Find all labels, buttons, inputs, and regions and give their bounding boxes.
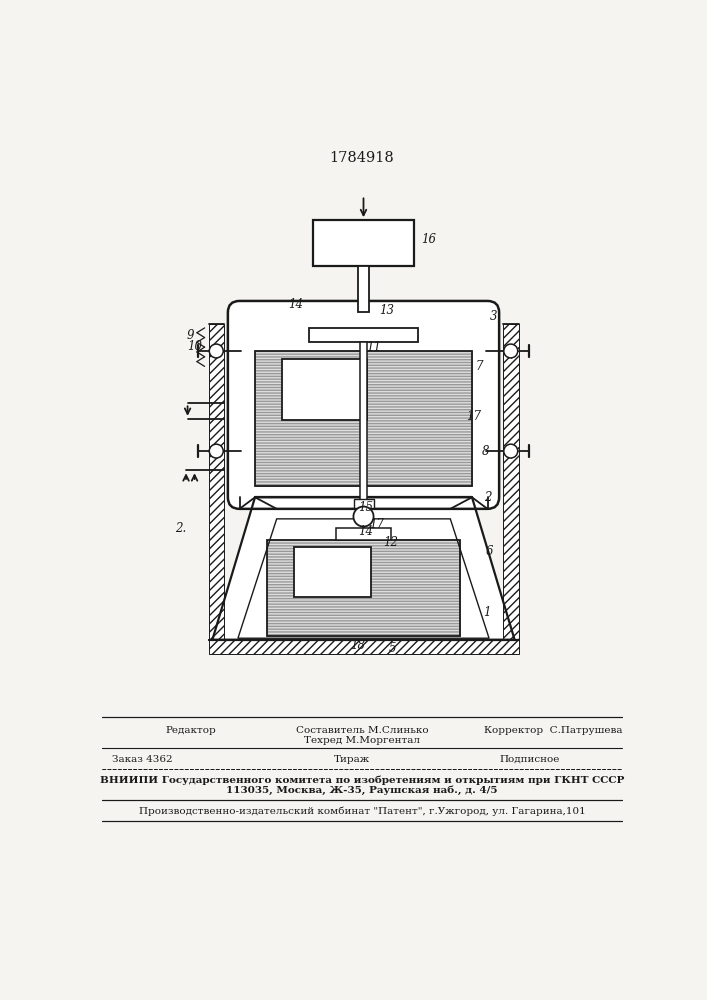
Text: 14: 14: [358, 525, 373, 538]
Text: 113035, Москва, Ж-35, Раушская наб., д. 4/5: 113035, Москва, Ж-35, Раушская наб., д. …: [226, 786, 498, 795]
Polygon shape: [212, 497, 515, 640]
Bar: [209, 324, 224, 640]
Text: 18: 18: [351, 639, 366, 652]
Text: Заказ 4362: Заказ 4362: [112, 755, 173, 764]
Bar: [337, 528, 391, 540]
Circle shape: [504, 344, 518, 358]
Bar: [309, 328, 418, 342]
Bar: [255, 351, 472, 486]
Text: 1784918: 1784918: [329, 151, 395, 165]
Bar: [360, 342, 368, 509]
Text: 14: 14: [288, 298, 303, 311]
Bar: [267, 540, 460, 636]
Bar: [354, 499, 373, 508]
Circle shape: [354, 507, 373, 527]
Text: 15: 15: [358, 501, 373, 514]
Bar: [503, 324, 518, 640]
Text: 5: 5: [389, 642, 397, 655]
Text: 11: 11: [366, 341, 381, 354]
Text: Техред М.Моргентал: Техред М.Моргентал: [304, 736, 420, 745]
Text: Редактор: Редактор: [166, 726, 216, 735]
Bar: [267, 540, 460, 636]
Bar: [358, 266, 369, 312]
Bar: [209, 640, 518, 654]
Text: 7: 7: [476, 360, 484, 373]
Circle shape: [209, 444, 223, 458]
Circle shape: [504, 444, 518, 458]
FancyBboxPatch shape: [228, 301, 499, 509]
Text: 10: 10: [187, 340, 201, 353]
Text: ВНИИПИ Государственного комитета по изобретениям и открытиям при ГКНТ СССР: ВНИИПИ Государственного комитета по изоб…: [100, 776, 624, 785]
Text: 12: 12: [383, 536, 398, 549]
Circle shape: [209, 344, 223, 358]
Text: 2.: 2.: [175, 522, 187, 535]
Text: 13: 13: [379, 304, 394, 317]
Text: Подписное: Подписное: [500, 755, 561, 764]
Bar: [293, 547, 371, 597]
Bar: [313, 220, 414, 266]
Bar: [282, 359, 368, 420]
Text: Производственно-издательский комбинат "Патент", г.Ужгород, ул. Гагарина,101: Производственно-издательский комбинат "П…: [139, 807, 585, 816]
Text: Корректор  С.Патрушева: Корректор С.Патрушева: [484, 726, 623, 735]
Text: Составитель М.Слинько: Составитель М.Слинько: [296, 726, 428, 735]
Text: 17: 17: [467, 410, 481, 423]
Text: 1: 1: [484, 606, 491, 619]
Text: 17: 17: [369, 518, 384, 531]
Text: 16: 16: [421, 233, 437, 246]
Text: 6: 6: [485, 545, 493, 558]
Text: 2: 2: [484, 491, 491, 504]
Text: 3: 3: [490, 310, 497, 323]
Text: Тираж: Тираж: [334, 755, 370, 764]
Text: 8: 8: [482, 445, 489, 458]
Text: 9: 9: [187, 329, 194, 342]
Bar: [255, 351, 472, 486]
